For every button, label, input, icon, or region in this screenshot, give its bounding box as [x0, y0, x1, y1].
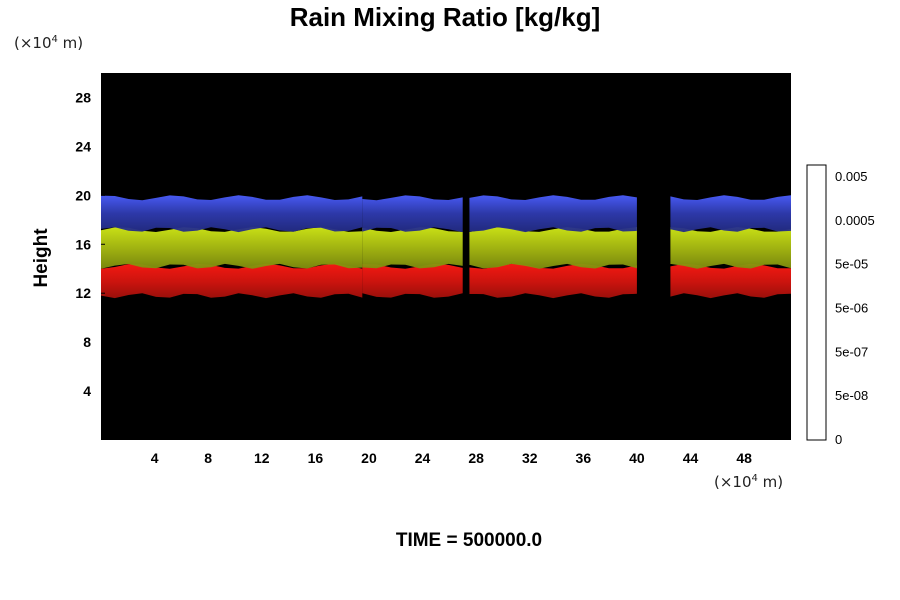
x-axis-unit: (×104 m)	[714, 473, 784, 491]
colorbar-label: 5e-05	[835, 257, 868, 272]
x-tick-label: 36	[576, 450, 592, 466]
x-tick-label: 8	[204, 450, 212, 466]
y-tick-label: 12	[75, 285, 91, 301]
band-red-segment-4	[670, 263, 791, 299]
x-tick-label: 32	[522, 450, 538, 466]
x-tick-label: 24	[415, 450, 431, 466]
y-tick-label: 24	[75, 138, 91, 154]
y-tick-label: 8	[83, 334, 91, 350]
band-red-segment-2	[362, 263, 463, 298]
time-label: TIME = 500000.0	[395, 530, 543, 551]
y-axis-unit: (×104 m)	[14, 34, 84, 52]
x-tick-label: 48	[736, 450, 752, 466]
chart-title: Rain Mixing Ratio [kg/kg]	[289, 2, 601, 32]
band-yellow-green-segment-2	[362, 227, 463, 269]
band-blue-segment-4	[670, 195, 791, 233]
colorbar-label: 0	[835, 432, 842, 447]
band-red-segment-1	[101, 263, 363, 299]
x-tick-label: 12	[254, 450, 270, 466]
x-tick-label: 44	[683, 450, 699, 466]
band-yellow-green-segment-4	[670, 227, 791, 269]
x-tick-label: 28	[468, 450, 484, 466]
x-tick-label: 20	[361, 450, 377, 466]
colorbar-label: 0.0005	[835, 213, 875, 228]
y-tick-label: 28	[75, 89, 91, 105]
y-tick-label: 16	[75, 236, 91, 252]
x-tick-label: 16	[308, 450, 324, 466]
x-tick-label: 4	[151, 450, 159, 466]
band-blue-segment-3	[469, 195, 637, 233]
band-blue-segment-2	[362, 195, 463, 233]
y-tick-label: 20	[75, 187, 91, 203]
band-yellow-green-segment-1	[101, 227, 363, 269]
band-blue-segment-1	[101, 195, 363, 233]
colorbar-label: 5e-08	[835, 388, 868, 403]
colorbar-label: 5e-07	[835, 344, 868, 359]
colorbar-label: 5e-06	[835, 301, 868, 316]
band-yellow-green-segment-3	[469, 227, 637, 269]
band-red-segment-3	[469, 263, 637, 299]
y-tick-label: 4	[83, 383, 91, 399]
colorbar-label: 0.005	[835, 169, 868, 184]
x-tick-label: 40	[629, 450, 645, 466]
colorbar-frame	[806, 164, 827, 441]
